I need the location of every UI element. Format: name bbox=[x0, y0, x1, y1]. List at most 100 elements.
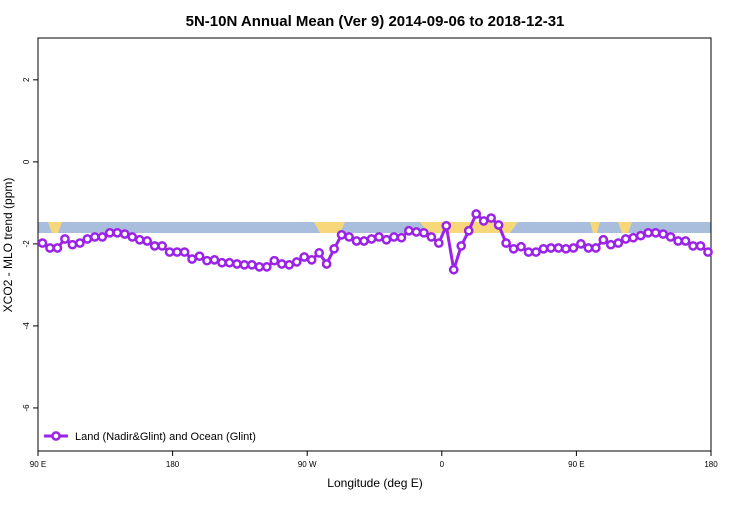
data-point bbox=[269, 255, 280, 266]
data-point bbox=[486, 213, 497, 223]
data-point bbox=[67, 239, 78, 250]
data-point bbox=[605, 239, 616, 250]
data-point bbox=[426, 232, 437, 242]
data-point bbox=[52, 243, 63, 253]
y-tick-label: 2 bbox=[22, 77, 31, 82]
data-point bbox=[501, 238, 511, 248]
data-point bbox=[583, 243, 594, 253]
land-ocean-strip bbox=[38, 222, 711, 233]
data-point bbox=[89, 232, 100, 242]
data-point bbox=[628, 232, 639, 243]
data-point bbox=[112, 227, 123, 238]
data-point bbox=[119, 229, 130, 239]
data-point bbox=[239, 259, 250, 270]
data-point bbox=[321, 259, 332, 269]
data-point bbox=[650, 227, 661, 238]
data-point bbox=[598, 234, 609, 245]
data-point bbox=[314, 248, 325, 258]
data-point bbox=[396, 232, 407, 243]
data-point bbox=[441, 220, 452, 231]
data-point bbox=[217, 257, 227, 268]
data-point bbox=[523, 247, 534, 257]
data-point bbox=[478, 216, 489, 226]
data-point bbox=[149, 241, 160, 251]
data-point bbox=[561, 243, 571, 254]
data-point bbox=[404, 225, 414, 236]
data-point bbox=[411, 227, 422, 237]
data-point bbox=[75, 238, 85, 248]
data-point bbox=[232, 259, 242, 269]
data-point bbox=[45, 243, 55, 253]
x-tick-label: 180 bbox=[166, 460, 180, 469]
data-point bbox=[381, 234, 392, 245]
data-point bbox=[291, 257, 302, 267]
data-point bbox=[568, 243, 579, 253]
data-point bbox=[456, 241, 467, 251]
data-point bbox=[37, 238, 48, 248]
data-point bbox=[97, 232, 108, 242]
data-point bbox=[344, 232, 354, 242]
data-point bbox=[351, 236, 362, 246]
data-point bbox=[389, 232, 399, 242]
x-tick-label: 90 E bbox=[568, 460, 584, 469]
data-point bbox=[247, 259, 257, 270]
data-point bbox=[299, 252, 310, 262]
x-tick-label: 0 bbox=[440, 460, 445, 469]
x-axis-label: Longitude (deg E) bbox=[327, 476, 422, 490]
data-point bbox=[261, 262, 272, 272]
data-point bbox=[366, 234, 377, 244]
data-point bbox=[359, 236, 369, 246]
data-point bbox=[680, 236, 691, 246]
data-point bbox=[127, 232, 138, 242]
data-point bbox=[463, 225, 474, 236]
data-point bbox=[613, 238, 624, 248]
legend-marker bbox=[51, 431, 61, 441]
y-axis-label: XCO2 - MLO trend (ppm) bbox=[1, 178, 15, 313]
data-point bbox=[538, 243, 549, 254]
y-tick-label: -6 bbox=[22, 404, 31, 412]
data-point bbox=[194, 251, 205, 262]
x-tick-label: 180 bbox=[704, 460, 718, 469]
data-point bbox=[688, 241, 698, 251]
data-point bbox=[553, 243, 564, 253]
data-point bbox=[209, 255, 220, 265]
data-point bbox=[187, 254, 197, 264]
data-point bbox=[336, 230, 347, 240]
data-point bbox=[471, 209, 482, 219]
data-point bbox=[254, 262, 265, 272]
data-point bbox=[546, 243, 556, 253]
data-point bbox=[433, 238, 444, 248]
data-point bbox=[448, 264, 459, 275]
data-point bbox=[658, 229, 668, 239]
data-point bbox=[643, 227, 654, 238]
data-point bbox=[134, 234, 145, 245]
x-tick-label: 90 W bbox=[298, 460, 317, 469]
data-point bbox=[329, 243, 339, 254]
data-point bbox=[284, 259, 295, 270]
data-point bbox=[665, 232, 676, 242]
data-point bbox=[493, 220, 504, 230]
data-point bbox=[508, 243, 519, 254]
data-point bbox=[516, 241, 526, 252]
data-point bbox=[576, 239, 586, 249]
x-tick-label: 90 E bbox=[30, 460, 46, 469]
data-point bbox=[590, 243, 601, 253]
data-point bbox=[164, 247, 175, 257]
chart-title: 5N-10N Annual Mean (Ver 9) 2014-09-06 to… bbox=[186, 13, 565, 30]
data-point bbox=[179, 247, 190, 257]
data-point bbox=[82, 234, 93, 244]
data-point bbox=[695, 241, 706, 251]
data-point bbox=[531, 247, 541, 257]
data-point bbox=[172, 247, 182, 257]
data-point bbox=[673, 236, 683, 246]
data-point bbox=[104, 227, 115, 238]
data-point bbox=[157, 241, 167, 251]
legend-label: Land (Nadir&Glint) and Ocean (Glint) bbox=[75, 431, 256, 443]
data-point bbox=[142, 236, 153, 246]
data-point bbox=[224, 257, 235, 268]
data-point bbox=[419, 227, 429, 238]
y-tick-label: -2 bbox=[22, 240, 31, 248]
data-point bbox=[620, 234, 631, 244]
data-point bbox=[202, 255, 212, 266]
data-point bbox=[60, 234, 70, 244]
